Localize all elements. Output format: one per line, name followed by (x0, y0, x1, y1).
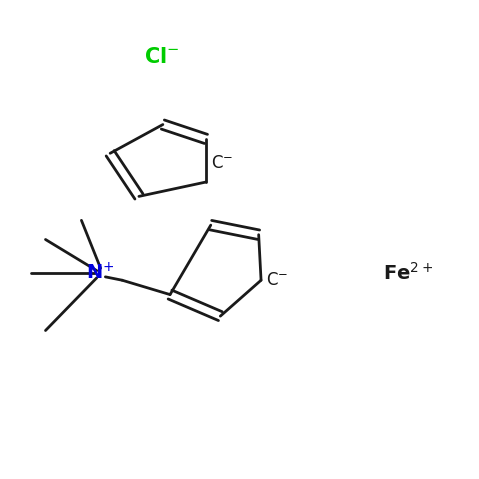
Text: C$^{-}$: C$^{-}$ (211, 154, 233, 172)
Text: Cl$^{-}$: Cl$^{-}$ (144, 47, 179, 68)
Text: C$^{-}$: C$^{-}$ (266, 271, 288, 289)
Text: N$^{+}$: N$^{+}$ (86, 262, 115, 284)
Text: Fe$^{2+}$: Fe$^{2+}$ (383, 262, 433, 284)
